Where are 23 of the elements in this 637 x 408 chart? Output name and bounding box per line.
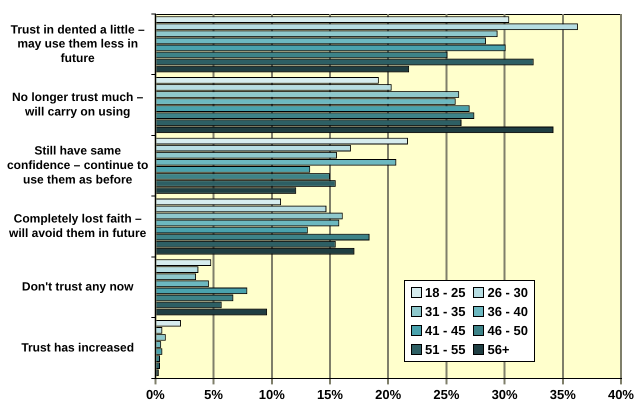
y-tick-label: Still have same confidence – continue to use them as before — [6, 144, 148, 187]
legend-label: 31 - 35 — [424, 304, 466, 320]
x-tick-label: 25% — [433, 386, 460, 402]
x-tick-label: 0% — [146, 386, 166, 402]
legend-label: 26 - 30 — [487, 285, 528, 300]
legend-label: 56+ — [487, 342, 510, 358]
x-tick-label: 20% — [375, 386, 402, 402]
legend-label: 41 - 45 — [424, 323, 466, 338]
x-tick-label: 35% — [550, 386, 576, 402]
x-tick-label: 30% — [492, 386, 518, 402]
x-tick-label: 40% — [608, 386, 634, 402]
y-tick-label: No longer trust much – will carry on using — [12, 90, 144, 119]
x-tick-label: 10% — [258, 386, 286, 402]
x-tick-label: 5% — [204, 386, 224, 402]
x-tick-label: 15% — [316, 386, 344, 402]
legend-label: 36 - 40 — [487, 304, 528, 320]
legend-label: 46 - 50 — [487, 323, 528, 338]
y-tick-label: Completely lost faith – will avoid them in future — [8, 212, 147, 240]
legend-label: 18 - 25 — [424, 285, 466, 300]
y-tick-label: Trust in dented a little – may use them less in future — [10, 22, 146, 66]
y-tick-label: Trust has increased — [21, 340, 134, 354]
legend-label: 51 - 55 — [424, 342, 466, 358]
y-tick-label: Don't trust any now — [22, 280, 134, 294]
